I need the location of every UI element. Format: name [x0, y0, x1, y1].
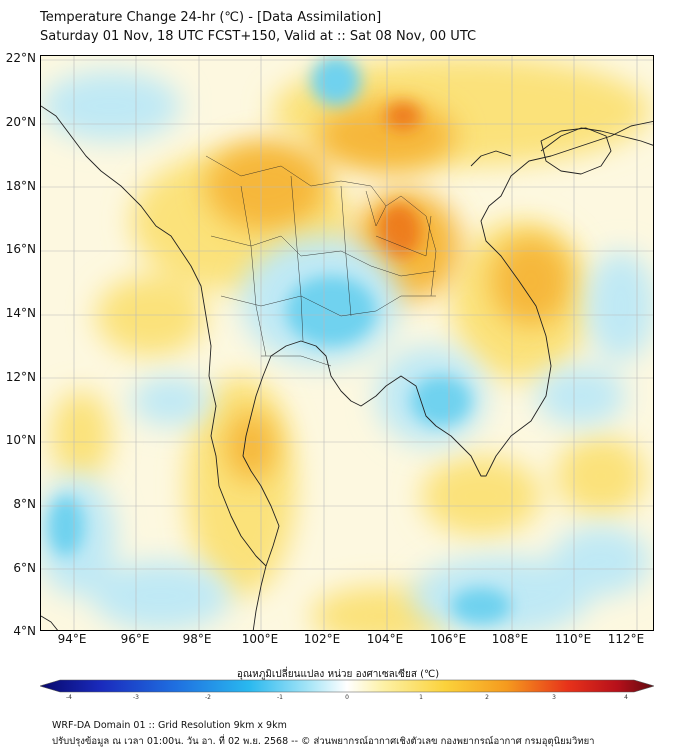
map-canvas [41, 56, 653, 630]
colorbar-tick-1: 1 [419, 694, 423, 701]
lat-label-8n: 8°N [13, 497, 36, 511]
lon-label-102e: 102°E [303, 632, 341, 646]
lon-label-98e: 98°E [182, 632, 212, 646]
footer-model-info: WRF-DA Domain 01 :: Grid Resolution 9km … [52, 720, 287, 731]
lon-label-96e: 96°E [120, 632, 150, 646]
colorbar [40, 679, 654, 693]
lon-label-112e: 112°E [607, 632, 645, 646]
lon-label-104e: 104°E [366, 632, 404, 646]
chart-title: Temperature Change 24-hr (℃) - [Data Ass… [40, 10, 382, 25]
lat-label-20n: 20°N [5, 115, 36, 129]
colorbar-tick-0: 0 [345, 694, 349, 701]
lat-label-22n: 22°N [5, 51, 36, 65]
lat-label-12n: 12°N [5, 370, 36, 384]
colorbar-tick-2: 2 [485, 694, 489, 701]
hot-anomaly [377, 102, 421, 259]
lon-label-100e: 100°E [241, 632, 279, 646]
colorbar-tick-minus1: -1 [277, 694, 283, 701]
lat-label-14n: 14°N [5, 306, 36, 320]
colorbar-tick-4: 4 [624, 694, 628, 701]
province-borders [205, 155, 437, 367]
coastlines [41, 105, 653, 630]
colorbar-tick-3: 3 [552, 694, 556, 701]
colorbar-tick-minus2: -2 [205, 694, 211, 701]
colorbar-tick-minus4: -4 [66, 694, 72, 701]
map-gridlines [41, 56, 653, 630]
chart-subtitle: Saturday 01 Nov, 18 UTC FCST+150, Valid … [40, 29, 477, 44]
footer-update-info: ปรับปรุงข้อมูล ณ เวลา 01:00น. วัน อา. ที… [52, 736, 595, 747]
lon-label-110e: 110°E [554, 632, 592, 646]
lat-label-16n: 16°N [5, 242, 36, 256]
lon-label-106e: 106°E [429, 632, 467, 646]
lon-label-94e: 94°E [57, 632, 87, 646]
temperature-map[interactable] [40, 55, 654, 631]
colorbar-label: อุณหภูมิเปลี่ยนแปลง หน่วย องศาเซลเซียส (… [236, 669, 440, 680]
lat-label-10n: 10°N [5, 433, 36, 447]
lat-label-4n: 4°N [13, 624, 36, 638]
lon-label-108e: 108°E [491, 632, 529, 646]
lat-label-18n: 18°N [5, 179, 36, 193]
colorbar-tick-minus3: -3 [133, 694, 139, 701]
lat-label-6n: 6°N [13, 561, 36, 575]
